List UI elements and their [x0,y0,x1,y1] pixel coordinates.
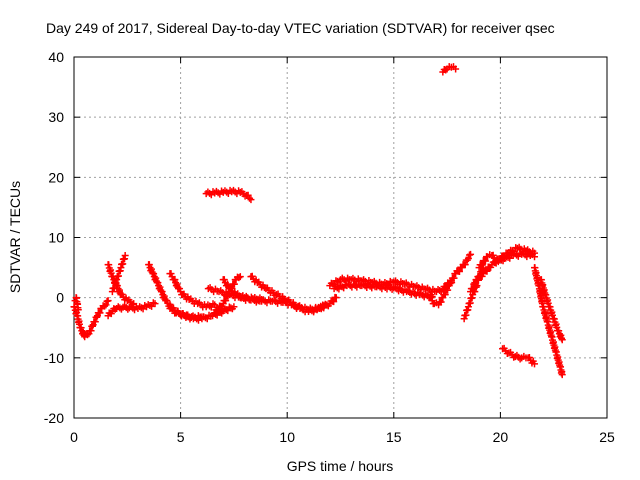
x-tick-label: 25 [599,429,615,445]
data-point [463,256,471,264]
data-point [558,371,566,379]
y-tick-label: -20 [44,410,64,426]
data-point [452,65,460,73]
series-arc-19 [467,265,487,296]
y-tick-label: 20 [48,169,64,185]
data-point [246,194,254,202]
series-arc-15 [426,250,475,309]
series-arc-10 [219,276,266,305]
data-point [235,274,243,282]
data-point [531,360,539,368]
data-point [558,336,566,344]
data-point [84,331,92,339]
series-arc-24 [439,63,460,76]
data-point [74,306,82,314]
series-arc-22 [499,344,539,368]
x-tick-label: 5 [177,429,185,445]
data-point [203,315,211,323]
series-arc-21 [537,276,566,344]
data-points [70,63,566,379]
data-point [211,301,219,309]
data-point [101,302,109,310]
data-point [448,279,456,287]
data-point [332,294,340,302]
data-point [461,261,469,269]
series-arc-20 [531,264,566,379]
data-point [479,265,487,273]
y-tick-label: 10 [48,230,64,246]
y-tick-label: 0 [56,290,64,306]
series-arc-7 [166,270,219,311]
data-point [224,292,232,300]
data-point [96,309,104,317]
data-point [258,295,266,303]
y-axis-label: SDTVAR / TECUs [7,181,23,293]
data-point [236,273,244,281]
chart-title: Day 249 of 2017, Sidereal Day-to-day VTE… [46,20,555,36]
data-point [322,301,330,309]
x-tick-label: 15 [386,429,402,445]
data-point [455,267,463,275]
series-arc-4 [108,252,129,296]
data-point [476,272,484,280]
data-point [481,257,489,265]
x-tick-label: 20 [493,429,509,445]
series-arc-1b [71,294,82,314]
data-point [320,302,328,310]
data-point [121,252,129,260]
data-point [130,300,138,308]
data-point [471,280,479,288]
data-point [478,261,486,269]
axis-ticks: 0 5 10 15 20 25 -20 -10 0 10 20 30 40 [44,49,615,445]
x-tick-label: 0 [70,429,78,445]
data-point [230,303,238,311]
data-point [151,300,159,308]
series-arc-16 [460,282,481,323]
series-arc-9 [211,273,244,317]
data-point [441,291,449,299]
data-point [467,250,475,258]
data-point [247,196,255,204]
series-arc-12 [279,296,330,316]
data-point [464,255,472,263]
data-point [230,280,238,288]
series-arc-23 [202,186,255,204]
data-point [222,297,230,305]
data-point [450,274,458,282]
data-point [104,297,112,305]
data-point [330,298,338,306]
grid [74,57,607,418]
data-point [469,285,477,293]
data-point [214,306,222,314]
y-tick-label: 30 [48,109,64,125]
series-arc-18 [475,249,539,272]
series-arc-2 [104,299,159,320]
data-point [444,286,452,294]
data-point [531,253,539,261]
data-point [437,298,445,306]
data-point [102,301,110,309]
y-tick-label: 40 [48,49,64,65]
y-tick-label: -10 [44,350,64,366]
series-arc-6 [166,303,238,324]
data-point [442,66,450,74]
x-axis-label: GPS time / hours [287,458,394,474]
series-arc-14 [330,280,436,302]
x-tick-label: 10 [279,429,295,445]
